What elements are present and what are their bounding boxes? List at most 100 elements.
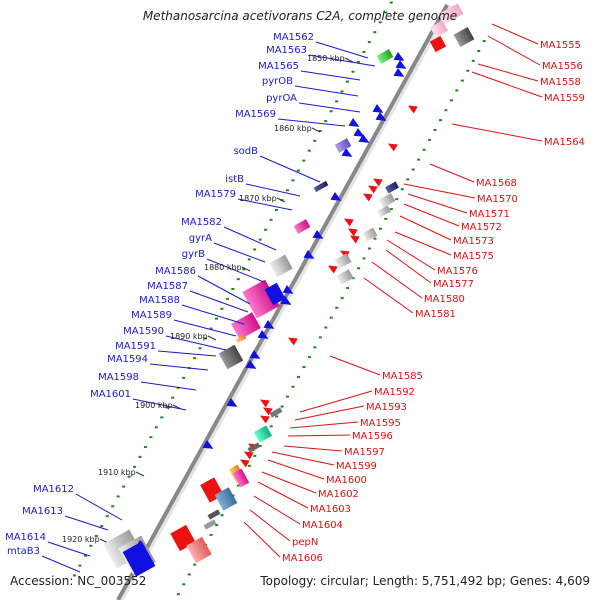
left-gene-label: MA1586 — [155, 266, 196, 277]
tick-mark — [302, 366, 306, 369]
connector-left — [197, 275, 251, 305]
connector-right — [477, 63, 539, 82]
tick-mark — [291, 179, 295, 182]
accession-text: Accession: NC_003552 — [10, 574, 146, 588]
gene-arrow-left — [202, 440, 214, 449]
gene-block-grey — [378, 193, 396, 208]
gene-arrow-right — [327, 265, 338, 274]
connector-right — [407, 193, 468, 214]
tick-mark — [285, 189, 289, 192]
connector-left — [213, 242, 266, 263]
connector-right — [429, 163, 475, 183]
connector-right — [491, 23, 539, 45]
tick-mark — [286, 395, 290, 398]
gene-block-purple — [334, 138, 352, 153]
tick-mark — [204, 337, 208, 340]
right-gene-label: MA1558 — [540, 77, 581, 88]
gene-arrow-left — [375, 112, 387, 121]
gene-arrow-right — [372, 178, 383, 187]
connector-right — [261, 471, 317, 494]
gene-block-green — [376, 49, 394, 64]
left-gene-label: MA1612 — [33, 484, 74, 495]
tick-mark — [438, 119, 442, 122]
tick-mark — [433, 128, 437, 131]
tick-mark — [165, 406, 169, 409]
tick-mark — [236, 484, 240, 487]
connector-right — [399, 215, 452, 241]
gene-block-steel — [214, 487, 238, 511]
gene-block-grey — [207, 509, 221, 520]
left-gene-label: MA1589 — [131, 310, 172, 321]
right-gene-label: MA1581 — [415, 309, 456, 320]
scale-tick — [241, 266, 251, 272]
tick-mark — [258, 238, 262, 241]
gene-block-dark — [218, 344, 244, 370]
connector-right — [283, 445, 343, 452]
scale-label: 1890 kbp — [170, 332, 208, 341]
tick-mark — [340, 90, 344, 93]
gene-arrow-left — [303, 250, 315, 259]
gene-arrow-right — [387, 143, 398, 152]
gene-arrow-right — [287, 337, 298, 346]
tick-mark — [122, 485, 126, 488]
scale-tick — [276, 197, 286, 203]
tick-mark — [193, 357, 197, 360]
connector-left — [300, 70, 361, 81]
gene-block-grey — [247, 442, 261, 453]
right-gene-label: MA1602 — [318, 489, 359, 500]
tick-mark — [253, 248, 257, 251]
gene-arrow-right — [367, 185, 378, 194]
gene-arrow-left — [348, 118, 360, 127]
connector-right — [403, 203, 460, 227]
tick-track — [72, 1, 486, 596]
tick-mark — [307, 149, 311, 152]
tick-mark — [455, 89, 459, 92]
tick-mark — [275, 208, 279, 211]
connector-right — [289, 421, 359, 429]
tick-mark — [72, 574, 76, 577]
gene-arrow-left — [330, 192, 342, 201]
right-gene-label: MA1606 — [282, 553, 323, 564]
connector-left — [294, 85, 359, 97]
gene-arrow-left — [135, 540, 146, 549]
tick-mark — [198, 347, 202, 350]
tick-mark — [411, 168, 415, 171]
gene-arrow-right — [343, 218, 354, 227]
gene-arrow-left — [312, 230, 324, 239]
connector-right — [451, 123, 543, 142]
right-gene-label: MA1603 — [310, 504, 351, 515]
gene-arrow-left — [372, 104, 384, 113]
tick-mark — [335, 100, 339, 103]
scale-tick — [207, 335, 217, 341]
gene-arrow-left — [263, 320, 275, 329]
gene-block-blue — [122, 541, 156, 577]
gene-block-navy — [385, 181, 399, 194]
connector-left — [315, 41, 369, 59]
scale-label: 1920 kbp — [62, 535, 100, 544]
tick-mark — [214, 317, 218, 320]
left-gene-label: MA1563 — [266, 45, 307, 56]
connector-left — [206, 258, 265, 283]
gene-arrow-right — [262, 407, 273, 416]
tick-mark — [215, 524, 219, 527]
tick-mark — [187, 573, 191, 576]
tick-mark — [444, 109, 448, 112]
connector-right — [471, 71, 543, 98]
gene-arrow-left — [358, 134, 370, 143]
scale-tick — [135, 471, 145, 477]
label-connector-lines — [41, 23, 543, 573]
connector-left — [132, 398, 187, 411]
gene-block-grey — [334, 253, 352, 269]
tick-mark — [378, 227, 382, 230]
connector-right — [287, 434, 351, 437]
gene-arrow-left — [226, 398, 238, 407]
connector-right — [243, 521, 281, 558]
tick-mark — [94, 534, 98, 537]
right-gene-label: MA1595 — [360, 418, 401, 429]
connector-left — [223, 226, 277, 251]
right-gene-label: MA1555 — [540, 40, 581, 51]
right-gene-label: MA1604 — [302, 520, 343, 531]
connector-left — [189, 290, 249, 313]
tick-mark — [378, 21, 382, 24]
